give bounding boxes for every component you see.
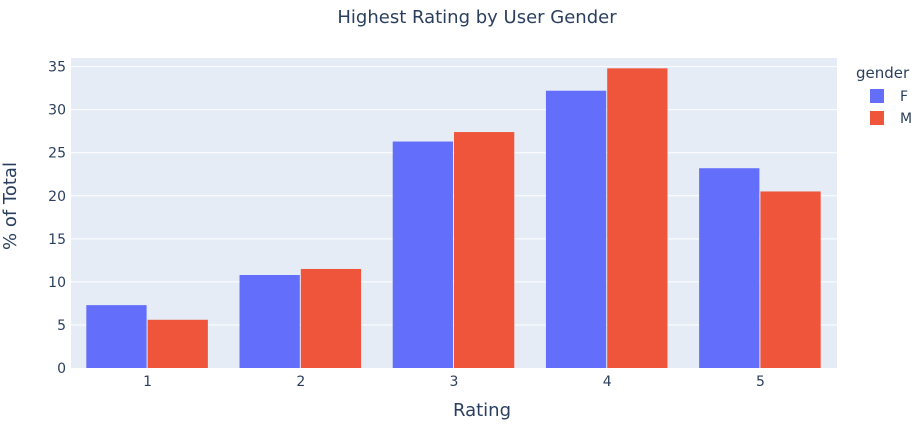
chart-title: Highest Rating by User Gender — [337, 7, 617, 28]
bar-M-4 — [607, 68, 668, 368]
y-tick-label: 15 — [48, 232, 66, 248]
y-tick-label: 10 — [48, 275, 66, 291]
bar-F-2 — [239, 275, 300, 368]
legend-label-M: M — [900, 111, 912, 127]
x-tick-label: 5 — [756, 374, 765, 390]
bar-F-4 — [545, 90, 607, 368]
y-tick-label: 20 — [48, 189, 66, 205]
y-tick-label: 0 — [57, 361, 66, 377]
bar-F-1 — [86, 305, 147, 368]
bar-M-5 — [760, 191, 821, 368]
y-tick-label: 25 — [48, 146, 66, 162]
legend-swatch-M — [870, 111, 884, 125]
y-tick-label: 35 — [48, 60, 66, 76]
bar-M-3 — [454, 132, 515, 368]
legend: gender FM — [856, 64, 912, 127]
x-tick-label: 3 — [450, 374, 459, 390]
legend-label-F: F — [900, 89, 908, 105]
x-tick-label: 2 — [296, 374, 305, 390]
bar-F-5 — [699, 168, 760, 368]
y-tick-labels: 0 5 10 15 20 25 30 35 — [48, 60, 66, 377]
legend-items: FM — [870, 89, 912, 127]
x-axis-title: Rating — [453, 400, 511, 421]
legend-title: gender — [856, 64, 910, 82]
legend-swatch-F — [870, 89, 884, 103]
x-tick-label: 1 — [143, 374, 152, 390]
bar-M-1 — [147, 319, 208, 368]
y-tick-label: 5 — [57, 318, 66, 334]
bar-M-2 — [300, 268, 362, 368]
bars — [86, 68, 821, 368]
y-axis-title: % of Total — [0, 162, 21, 250]
bar-F-3 — [392, 141, 453, 368]
x-tick-label: 4 — [603, 374, 612, 390]
y-tick-label: 30 — [48, 103, 66, 119]
x-tick-labels: 1 2 3 4 5 — [143, 374, 765, 390]
